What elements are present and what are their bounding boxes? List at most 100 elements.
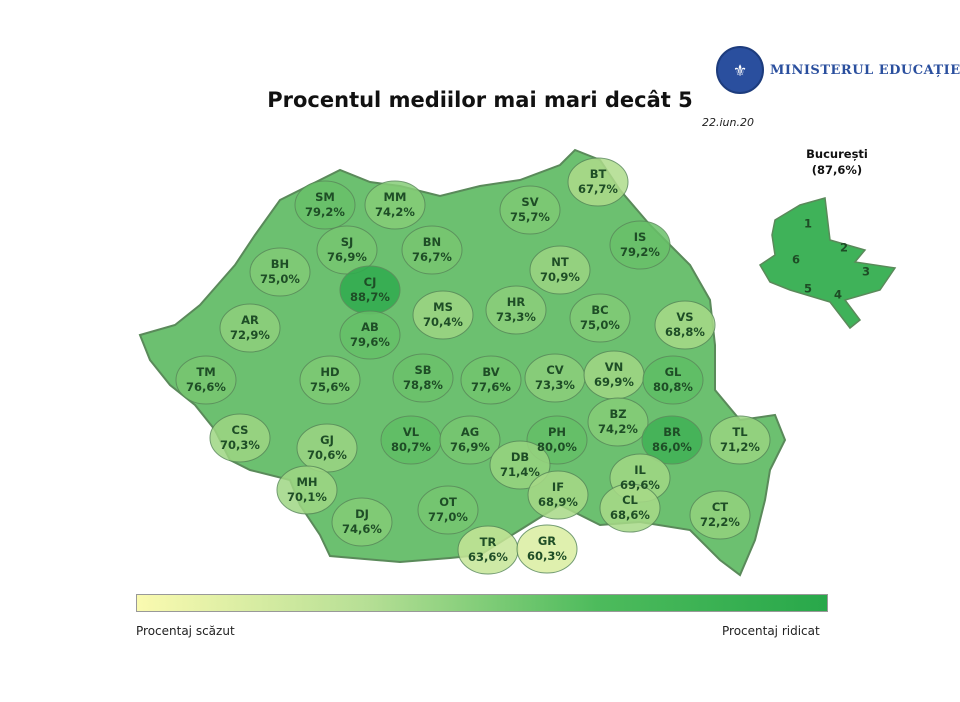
county-code: GL (664, 365, 682, 379)
county-ag-area (439, 415, 501, 465)
county-ab-area (339, 310, 401, 360)
county-value: 67,7% (578, 182, 618, 196)
county-code: GR (537, 534, 557, 548)
county-value: 76,9% (450, 440, 490, 454)
county-value: 71,2% (720, 440, 760, 454)
county-value: 79,6% (350, 335, 390, 349)
sector-6: 6 (791, 252, 801, 267)
legend-low-label: Procentaj scăzut (136, 624, 235, 638)
county-value: 71,4% (500, 465, 540, 479)
county-cs-area (209, 413, 271, 463)
county-code: GJ (320, 433, 334, 447)
county-hr-label: HR 73,3% (496, 295, 536, 325)
sector-3: 3 (861, 264, 871, 279)
county-sm-label: SM 79,2% (305, 190, 345, 220)
county-code: TM (196, 365, 216, 379)
bucuresti-value: (87,6%) (811, 163, 863, 177)
county-code: IS (633, 230, 647, 244)
county-sv-label: SV 75,7% (510, 195, 550, 225)
county-br-label: BR 86,0% (652, 425, 692, 455)
county-value: 69,9% (594, 375, 634, 389)
county-gj-label: GJ 70,6% (307, 433, 347, 463)
county-ph-label: PH 80,0% (537, 425, 577, 455)
county-code: CS (231, 423, 249, 437)
county-gl-label: GL 80,8% (653, 365, 693, 395)
county-code: SM (315, 190, 335, 204)
county-code: NT (551, 255, 569, 269)
county-dj-area (331, 497, 393, 547)
county-ct-label: CT 72,2% (700, 500, 740, 530)
county-value: 68,6% (610, 508, 650, 522)
county-code: BV (482, 365, 500, 379)
county-code: BR (663, 425, 681, 439)
legend-gradient-bar (136, 594, 828, 612)
county-code: BC (591, 303, 609, 317)
county-value: 76,9% (327, 250, 367, 264)
county-ab-label: AB 79,6% (350, 320, 390, 350)
county-hd-label: HD 75,6% (310, 365, 350, 395)
county-code: CL (622, 493, 638, 507)
county-sm-area (294, 180, 356, 230)
county-cl-label: CL 68,6% (610, 493, 650, 523)
county-sb-label: SB 78,8% (403, 363, 443, 393)
county-tr-label: TR 63,6% (468, 535, 508, 565)
county-value: 80,8% (653, 380, 693, 394)
county-value: 72,2% (700, 515, 740, 529)
county-code: DB (510, 450, 530, 464)
county-value: 75,0% (580, 318, 620, 332)
county-vl-label: VL 80,7% (391, 425, 431, 455)
county-bc-area (569, 293, 631, 343)
legend-high-label: Procentaj ridicat (722, 624, 820, 638)
county-code: MS (433, 300, 453, 314)
county-code: BN (422, 235, 442, 249)
county-code: MM (383, 190, 407, 204)
county-value: 68,9% (538, 495, 578, 509)
county-value: 79,2% (620, 245, 660, 259)
county-mm-label: MM 74,2% (375, 190, 415, 220)
county-cs-label: CS 70,3% (220, 423, 260, 453)
county-value: 75,0% (260, 272, 300, 286)
county-nt-area (529, 245, 591, 295)
county-tl-area (709, 415, 771, 465)
sector-5: 5 (803, 281, 813, 296)
county-tm-label: TM 76,6% (186, 365, 226, 395)
county-bh-label: BH 75,0% (260, 257, 300, 287)
county-hd-area (299, 355, 361, 405)
county-value: 70,6% (307, 448, 347, 462)
county-is-area (609, 220, 671, 270)
ministry-name: MINISTERUL EDUCAȚIEI ȘI (770, 62, 960, 78)
county-value: 70,4% (423, 315, 463, 329)
county-bz-label: BZ 74,2% (598, 407, 638, 437)
county-code: VL (402, 425, 420, 439)
sector-4: 4 (833, 287, 843, 302)
county-code: SB (414, 363, 432, 377)
county-value: 78,8% (403, 378, 443, 392)
county-value: 73,3% (535, 378, 575, 392)
county-value: 80,7% (391, 440, 431, 454)
county-vs-area (654, 300, 716, 350)
county-bt-area (567, 157, 629, 207)
ministry-logo: ⚜ MINISTERUL EDUCAȚIEI ȘI (716, 46, 960, 94)
county-il-label: IL 69,6% (620, 463, 660, 493)
county-hr-area (485, 285, 547, 335)
county-value: 88,7% (350, 290, 390, 304)
county-sb-area (392, 353, 454, 403)
county-ot-area (417, 485, 479, 535)
county-code: MH (296, 475, 318, 489)
county-code: CT (711, 500, 729, 514)
county-db-area (489, 440, 551, 490)
county-code: DJ (355, 507, 369, 521)
page-title: Procentul mediilor mai mari decât 5 (267, 88, 693, 112)
county-code: AR (241, 313, 259, 327)
county-value: 70,1% (287, 490, 327, 504)
county-bv-area (460, 355, 522, 405)
county-ot-label: OT 77,0% (428, 495, 468, 525)
county-value: 74,2% (375, 205, 415, 219)
county-bz-area (587, 397, 649, 447)
county-value: 60,3% (527, 549, 567, 563)
county-code: BH (270, 257, 290, 271)
county-gr-label: GR 60,3% (527, 534, 567, 564)
county-value: 77,6% (471, 380, 511, 394)
county-is-label: IS 79,2% (620, 230, 660, 260)
county-value: 75,7% (510, 210, 550, 224)
